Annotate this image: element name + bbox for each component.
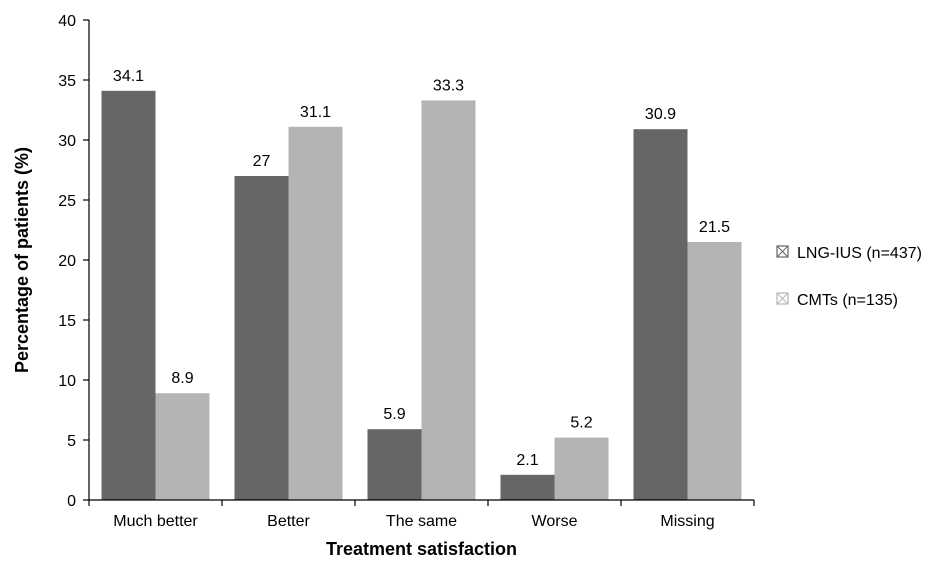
x-tick-label: The same bbox=[386, 513, 457, 530]
data-label: 34.1 bbox=[113, 68, 144, 85]
bar-cmts bbox=[421, 100, 476, 501]
legend-swatch-hatch bbox=[776, 245, 789, 258]
bars-group bbox=[101, 90, 742, 501]
y-tick-label: 30 bbox=[58, 133, 76, 150]
y-tick-label: 40 bbox=[58, 13, 76, 30]
bar-cmts bbox=[155, 393, 210, 500]
legend: LNG-IUS (n=437) CMTs (n=135) bbox=[776, 245, 922, 309]
x-axis-title: Treatment satisfaction bbox=[326, 539, 517, 559]
bar-lng-ius bbox=[234, 176, 289, 500]
legend-label: CMTs (n=135) bbox=[797, 292, 898, 309]
bar-cmts bbox=[554, 437, 609, 500]
bar-lng-ius bbox=[101, 90, 156, 501]
legend-item: CMTs (n=135) bbox=[776, 292, 898, 309]
data-label: 2.1 bbox=[516, 452, 538, 469]
bar-cmts bbox=[288, 126, 343, 501]
data-label: 33.3 bbox=[433, 77, 464, 94]
y-ticks-group: 0 5 10 15 20 25 30 35 40 bbox=[58, 13, 89, 510]
y-tick-label: 5 bbox=[67, 433, 76, 450]
data-label: 8.9 bbox=[171, 370, 193, 387]
y-tick-label: 20 bbox=[58, 253, 76, 270]
data-label: 31.1 bbox=[300, 104, 331, 121]
legend-label: LNG-IUS (n=437) bbox=[797, 245, 922, 262]
legend-item: LNG-IUS (n=437) bbox=[776, 245, 922, 262]
y-tick-label: 10 bbox=[58, 373, 76, 390]
legend-swatch-hatch bbox=[776, 292, 789, 305]
data-label: 27 bbox=[253, 153, 271, 170]
bar-lng-ius bbox=[367, 429, 422, 500]
y-tick-label: 15 bbox=[58, 313, 76, 330]
y-axis-title: Percentage of patients (%) bbox=[12, 147, 32, 373]
x-tick-label: Missing bbox=[660, 513, 714, 530]
y-tick-label: 35 bbox=[58, 73, 76, 90]
x-tick-label: Better bbox=[267, 513, 310, 530]
x-tick-label: Worse bbox=[532, 513, 578, 530]
data-label: 5.9 bbox=[383, 406, 405, 423]
y-tick-label: 25 bbox=[58, 193, 76, 210]
x-tick-label: Much better bbox=[113, 513, 198, 530]
data-label: 5.2 bbox=[570, 415, 592, 432]
y-tick-label: 0 bbox=[67, 493, 76, 510]
x-ticks-group: Much better Better The same Worse Missing bbox=[88, 500, 755, 530]
bar-lng-ius bbox=[500, 474, 555, 500]
data-labels-group: 34.1 8.9 27 31.1 5.9 33.3 2.1 5.2 30.9 21.5 bbox=[113, 68, 730, 469]
bar-lng-ius bbox=[633, 129, 688, 500]
data-label: 21.5 bbox=[699, 219, 730, 236]
bar-cmts bbox=[687, 242, 742, 500]
data-label: 30.9 bbox=[645, 106, 676, 123]
